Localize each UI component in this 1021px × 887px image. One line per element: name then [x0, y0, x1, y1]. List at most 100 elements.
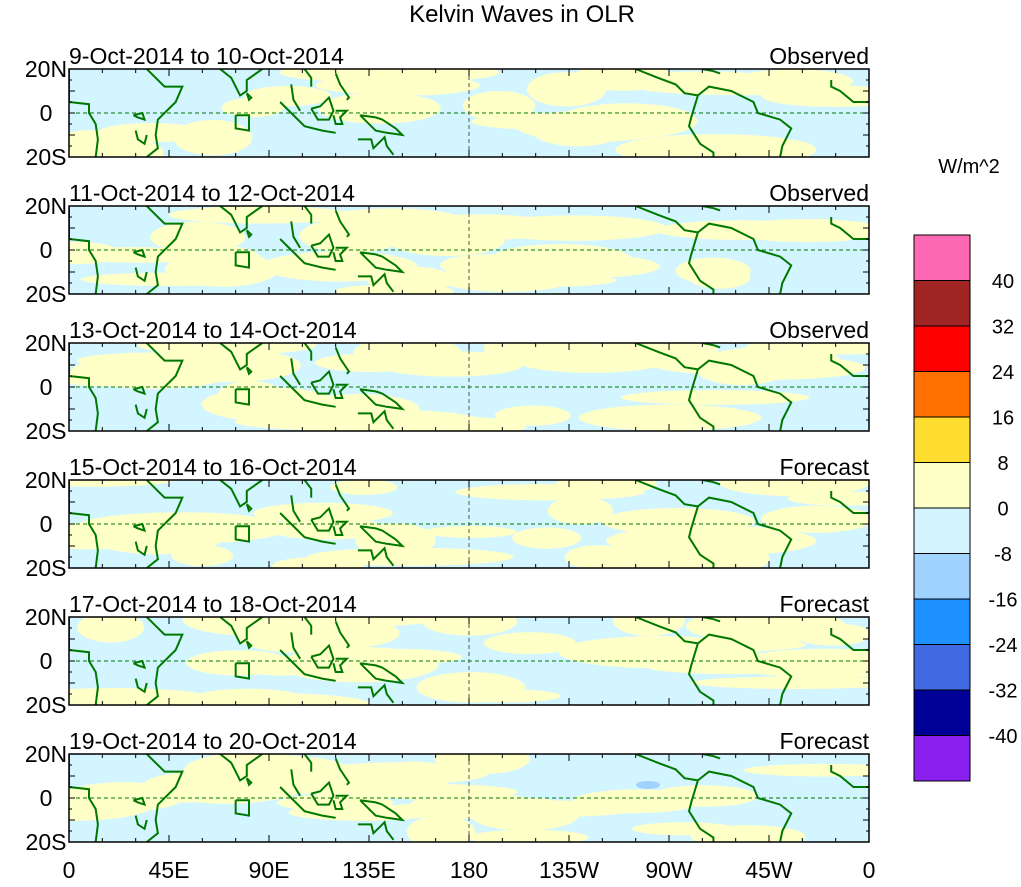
panel-kind: Observed	[769, 43, 869, 69]
coastline	[134, 267, 148, 283]
coastline	[357, 272, 395, 293]
coastline	[687, 369, 715, 431]
positive-anomaly	[760, 225, 869, 241]
coastline	[310, 232, 335, 258]
positive-anomaly	[761, 505, 869, 533]
coastline	[134, 815, 148, 831]
coastline	[279, 512, 336, 545]
coastline	[234, 251, 250, 269]
coastline	[359, 799, 406, 822]
positive-anomaly	[489, 244, 633, 276]
coastline	[830, 354, 869, 377]
colorbar-swatch	[913, 234, 971, 281]
positive-anomaly	[577, 343, 719, 361]
coastline	[146, 343, 184, 431]
coastline	[290, 358, 301, 386]
coastline	[134, 404, 148, 420]
coastline	[69, 69, 99, 157]
coastline	[359, 662, 406, 685]
coastline	[245, 92, 253, 102]
colorbar-label: -32	[989, 681, 1018, 703]
olr-field	[69, 69, 869, 157]
map-panel: 11-Oct-2014 to 12-Oct-2014 Observed 20N 0 20…	[25, 180, 870, 307]
positive-anomaly	[483, 632, 576, 655]
positive-anomaly	[343, 415, 527, 431]
positive-anomaly	[152, 348, 301, 383]
colorbar-swatch	[913, 553, 971, 600]
panel-kind: Forecast	[780, 591, 870, 617]
coastline	[245, 640, 253, 650]
coastline	[357, 409, 395, 430]
lat-label: 20N	[25, 467, 67, 493]
coastline	[146, 206, 184, 294]
coastline	[687, 506, 715, 568]
colorbar-label: -24	[989, 635, 1018, 657]
positive-anomaly	[82, 370, 144, 386]
positive-anomaly	[462, 90, 536, 121]
coastline	[133, 796, 147, 807]
lon-label: 45W	[745, 857, 793, 883]
coastline	[303, 754, 313, 772]
lat-label: 20S	[26, 281, 67, 307]
positive-anomaly	[620, 390, 810, 405]
coastline	[635, 754, 699, 782]
panel-dates: 15-Oct-2014 to 16-Oct-2014	[69, 454, 357, 480]
colorbar-swatch	[913, 416, 971, 463]
lat-label: 0	[40, 100, 53, 126]
coastline	[334, 484, 351, 512]
coastline	[279, 786, 336, 819]
positive-anomaly	[221, 97, 284, 118]
positive-anomaly	[434, 754, 530, 775]
lat-label: 20S	[26, 829, 67, 855]
coastline	[245, 503, 253, 513]
coastline	[334, 210, 351, 238]
colorbar-label: -8	[994, 544, 1012, 566]
coastline	[146, 754, 184, 842]
coastline	[290, 84, 301, 112]
coastline	[635, 480, 699, 508]
positive-anomaly	[257, 617, 440, 627]
lon-label: 90E	[249, 857, 290, 883]
coastline	[219, 69, 263, 97]
coastline	[219, 343, 263, 371]
colorbar-swatch	[913, 735, 971, 782]
colorbar-swatch	[913, 507, 971, 554]
lat-label: 0	[40, 374, 53, 400]
positive-anomaly	[423, 525, 517, 538]
coastline	[830, 491, 869, 514]
coastline	[69, 343, 99, 431]
coastline	[332, 794, 350, 810]
map-panel: 9-Oct-2014 to 10-Oct-2014 Observed 20N 0 20S	[25, 43, 870, 170]
positive-anomaly	[684, 355, 866, 380]
positive-anomaly	[179, 688, 318, 705]
positive-anomaly	[558, 636, 759, 669]
positive-anomaly	[578, 404, 762, 431]
panel-kind: Forecast	[780, 728, 870, 754]
coastline	[310, 369, 335, 395]
lat-label: 20S	[26, 692, 67, 718]
colorbar-units: W/m^2	[938, 156, 1000, 178]
positive-anomaly	[515, 110, 674, 142]
lat-label: 20S	[26, 418, 67, 444]
figure-title: Kelvin Waves in OLR	[409, 1, 635, 28]
lat-label: 0	[40, 511, 53, 537]
lat-label: 0	[40, 648, 53, 674]
colorbar-label: 8	[997, 453, 1008, 475]
coastline	[133, 522, 147, 533]
coastline	[334, 347, 351, 375]
coastline	[635, 343, 699, 371]
coastline	[687, 232, 715, 294]
coastline	[69, 754, 99, 842]
positive-anomaly	[69, 788, 154, 821]
colorbar-label: 0	[997, 499, 1008, 521]
lon-label: 135W	[539, 857, 599, 883]
coastline	[332, 109, 350, 125]
positive-anomaly	[406, 815, 476, 842]
coastline	[146, 69, 184, 157]
lat-label: 20S	[26, 144, 67, 170]
coastline	[234, 114, 250, 132]
colorbar-swatch	[913, 644, 971, 691]
lon-label: 0	[863, 857, 876, 883]
coastline	[687, 780, 715, 842]
positive-anomaly	[811, 651, 869, 664]
